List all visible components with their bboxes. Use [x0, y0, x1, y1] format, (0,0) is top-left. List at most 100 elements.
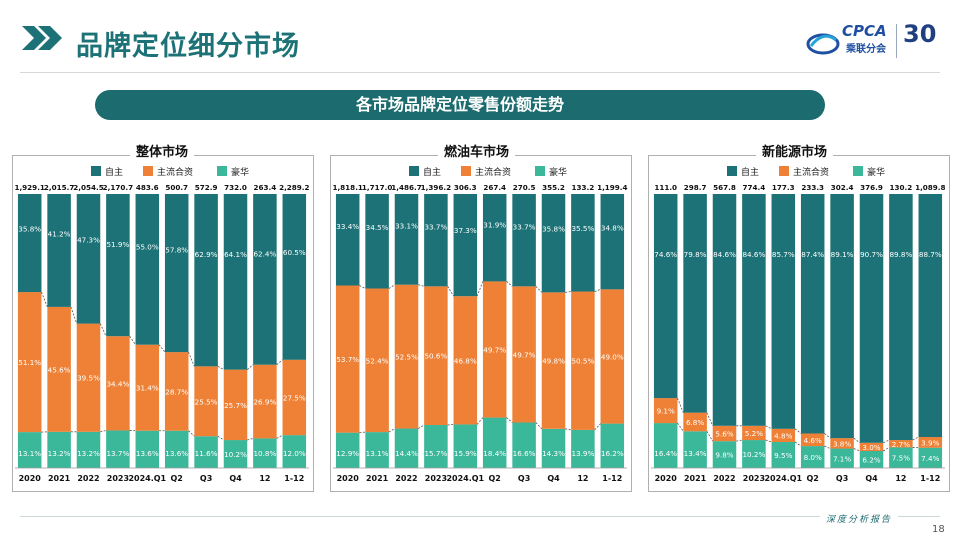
connector-line: [99, 323, 107, 337]
car-emblem-icon: [806, 33, 840, 55]
connector-line: [70, 306, 78, 324]
bar-segment: [106, 194, 130, 337]
data-label: 34.4%: [106, 379, 129, 388]
total-label: 500.7: [165, 183, 188, 192]
slide-header: 品牌定位细分市场 CPCA 乘联分会 30: [0, 0, 960, 70]
total-label: 233.3: [801, 183, 824, 192]
legend-item: 豪华: [217, 166, 249, 178]
data-label: 62.9%: [195, 250, 218, 259]
category-label: Q4: [547, 474, 560, 483]
legend-label: 自主: [741, 166, 759, 178]
data-label: 50.6%: [424, 352, 447, 361]
legend-item: 主流合资: [461, 166, 511, 178]
connector-line: [706, 412, 714, 426]
chart-panel-overall: 自主 主流合资 豪华 1,929.1 13.1% 51.1% 35.8% 2020 2,015.…: [12, 155, 314, 492]
data-label: 51.1%: [18, 358, 41, 367]
data-label: 49.7%: [483, 345, 506, 354]
bar-segment: [571, 429, 595, 468]
legend-label: 豪华: [867, 166, 885, 178]
data-label: 14.4%: [395, 449, 418, 458]
bar-segment: [918, 194, 943, 438]
bar-segment: [712, 441, 737, 468]
total-label: 267.4: [483, 183, 506, 192]
logo-anniversary: 30: [903, 20, 937, 48]
data-label: 10.8%: [253, 449, 276, 458]
bar-segment: [223, 194, 248, 370]
bar-segment: [771, 194, 796, 429]
page-number: 18: [932, 524, 945, 535]
connector-line: [41, 291, 48, 308]
total-label: 302.4: [831, 183, 854, 192]
data-label: 33.7%: [513, 222, 536, 231]
bar-segment: [282, 435, 307, 468]
bar-segment: [918, 437, 943, 448]
category-label: 2020: [337, 474, 360, 483]
data-label: 34.5%: [366, 223, 389, 232]
bar-segment: [512, 422, 536, 468]
header-divider: [20, 72, 940, 73]
connector-line: [476, 281, 484, 297]
data-label: 18.4%: [483, 449, 506, 458]
data-label: 12.0%: [283, 449, 306, 458]
bar-segment: [164, 352, 189, 431]
connector-line: [276, 359, 283, 366]
total-label: 1,717.0: [362, 183, 392, 192]
bar-segment: [394, 428, 419, 468]
bar-segment: [253, 438, 277, 468]
logo-cn-text: 乘联分会: [846, 44, 886, 55]
connector-line: [794, 428, 802, 434]
legend-item: 自主: [727, 166, 759, 178]
category-label: Q2: [807, 474, 819, 483]
connector-line: [418, 284, 425, 287]
data-label: 52.4%: [366, 356, 389, 365]
category-label: 2024.Q1: [446, 474, 484, 483]
category-label: 2022: [77, 474, 99, 483]
footer-divider: [20, 516, 940, 517]
connector-line: [853, 437, 860, 444]
data-label: 10.2%: [742, 450, 765, 459]
category-label: Q2: [171, 474, 183, 483]
legend-label: 主流合资: [157, 166, 193, 178]
legend-swatch: [91, 166, 101, 176]
bar-segment: [47, 306, 71, 432]
legend-label: 主流合资: [475, 166, 511, 178]
bar-segment: [830, 448, 854, 468]
data-label: 49.0%: [601, 352, 624, 361]
data-label: 35.5%: [571, 224, 594, 233]
bar-segment: [394, 194, 419, 285]
cpca-logo: CPCA 乘联分会 30: [806, 20, 946, 68]
data-label: 15.9%: [454, 449, 477, 458]
data-label: 28.7%: [165, 387, 188, 396]
data-label: 2.7%: [892, 440, 910, 449]
data-label: 8.0%: [804, 453, 822, 462]
bar-segment: [600, 423, 625, 468]
bar-segment: [253, 194, 277, 365]
data-label: 5.2%: [745, 429, 763, 438]
bar-segment: [830, 194, 854, 439]
connector-line: [388, 428, 395, 433]
category-label: 1-12: [920, 474, 940, 483]
total-label: 2,015.7: [44, 183, 74, 192]
chart-title-nev: 新能源市场: [756, 143, 834, 163]
bar-segment: [76, 323, 101, 432]
bar-segment: [600, 194, 625, 290]
bar-segment: [335, 285, 360, 433]
data-label: 84.6%: [742, 250, 765, 259]
data-label: 90.7%: [860, 250, 883, 259]
connector-line: [706, 431, 714, 442]
data-label: 10.2%: [224, 450, 247, 459]
total-label: 376.9: [860, 183, 883, 192]
bar-segment: [106, 430, 130, 468]
bar-segment: [76, 431, 101, 468]
bar-segment: [600, 289, 625, 424]
legend-label: 主流合资: [793, 166, 829, 178]
legend-label: 豪华: [549, 166, 567, 178]
chart-panel-nev: 自主 主流合资 豪华 111.0 16.4% 9.1% 74.6% 2020 298.7 13.4…: [648, 155, 950, 492]
bar-segment: [17, 292, 42, 433]
legend-item: 自主: [409, 166, 441, 178]
data-label: 53.7%: [336, 355, 359, 364]
footer-text: 深度分析报告: [820, 512, 899, 525]
total-label: 2,170.7: [103, 183, 133, 192]
category-label: 2020: [19, 474, 42, 483]
category-label: 1-12: [602, 474, 622, 483]
